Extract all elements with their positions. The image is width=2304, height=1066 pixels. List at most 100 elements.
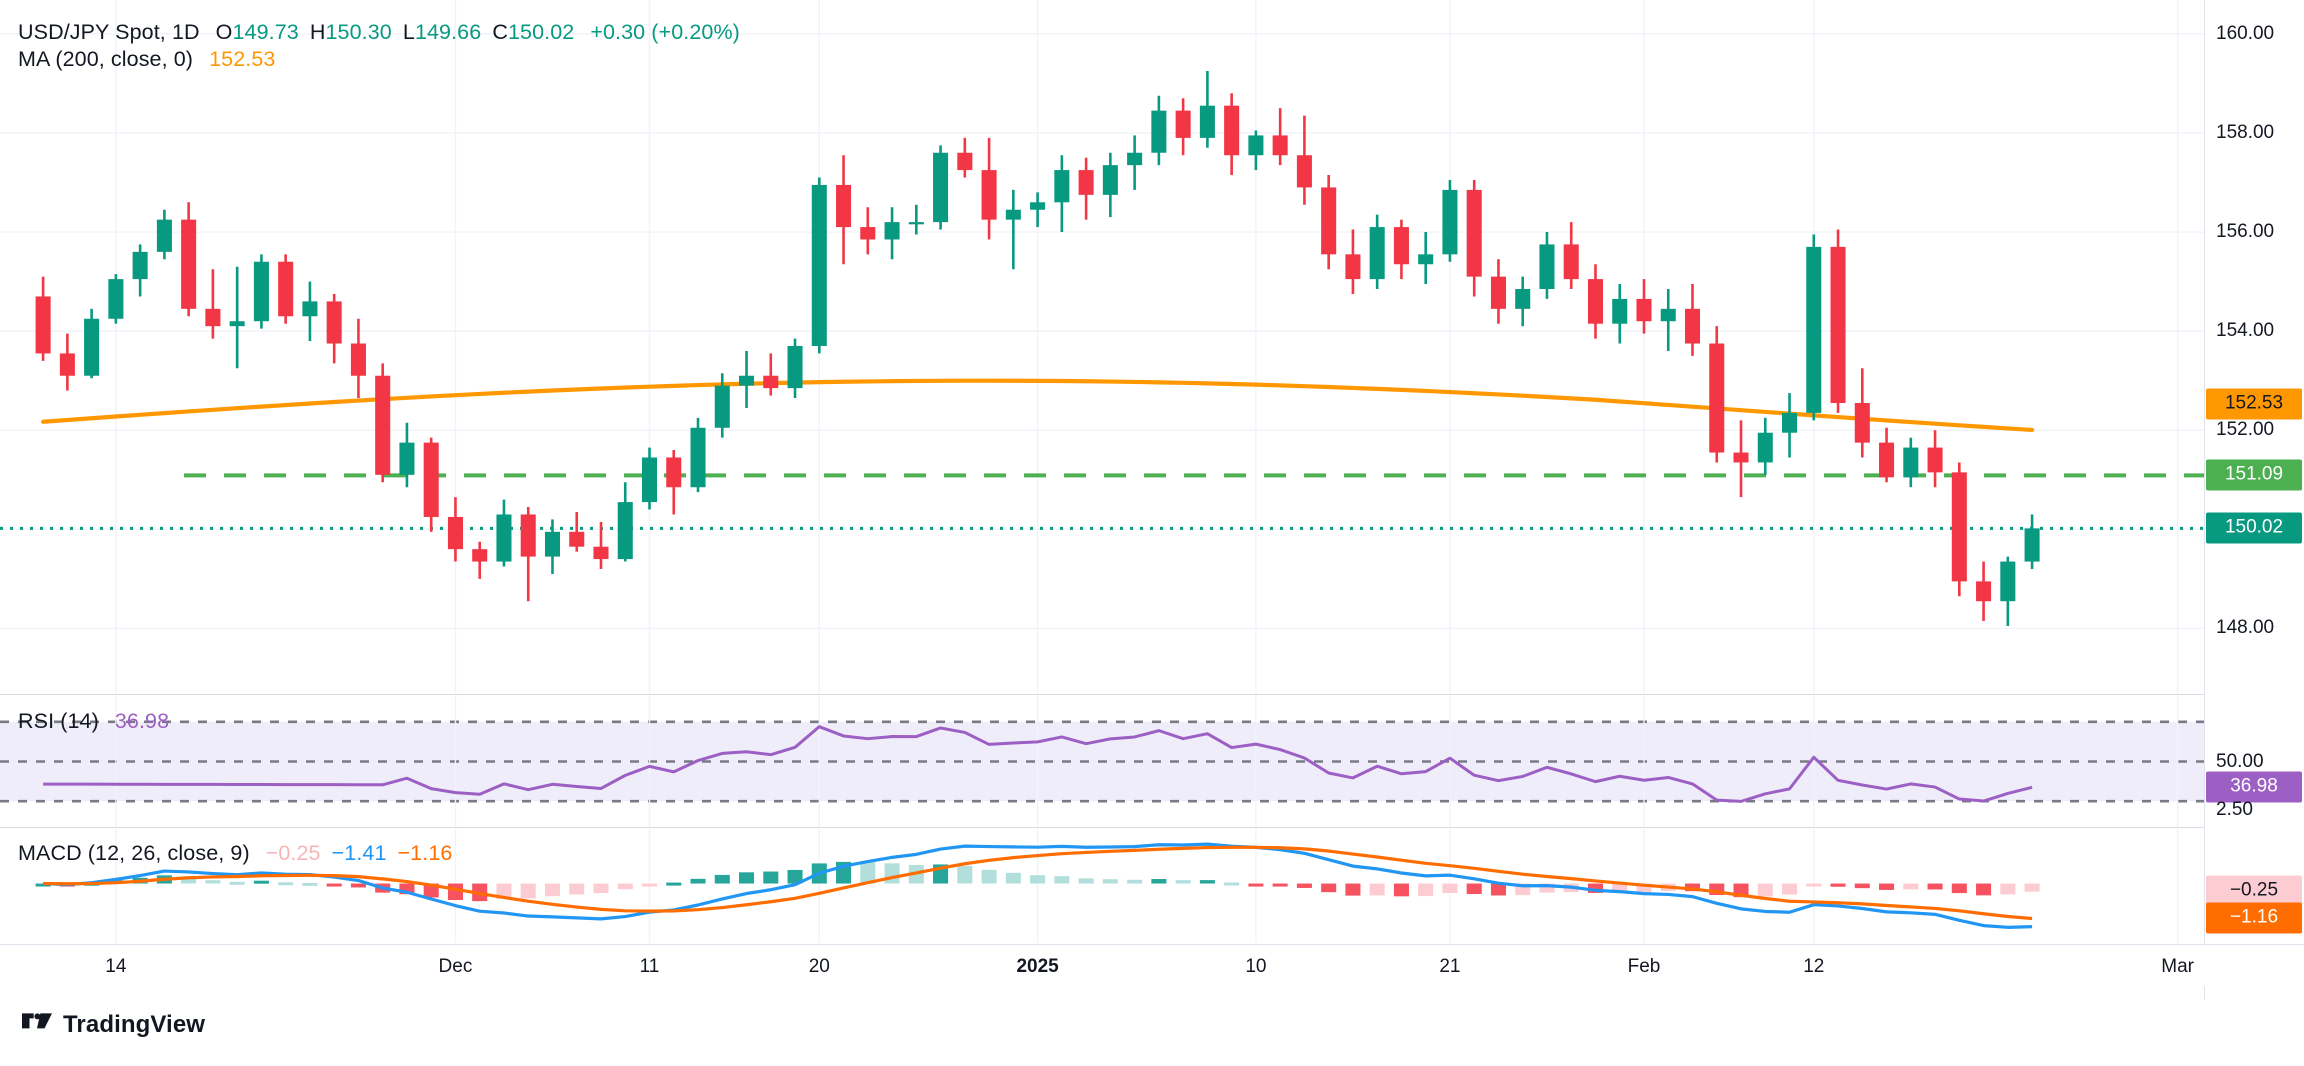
- candle-body: [787, 346, 803, 389]
- rsi-pane[interactable]: [0, 696, 2204, 827]
- candle-body: [1636, 298, 1652, 322]
- macd-signal-badge[interactable]: −1.16: [2206, 902, 2302, 934]
- macd-hist-bar: [253, 880, 269, 884]
- macd-hist-bar: [1854, 883, 1870, 889]
- macd-hist-bar: [544, 883, 560, 897]
- candle-body: [666, 457, 682, 488]
- candle-body: [205, 308, 221, 327]
- candle-body: [1442, 189, 1458, 255]
- candle-body: [375, 375, 391, 475]
- macd-hist-bar: [399, 883, 415, 895]
- ma-200-line: [41, 378, 2035, 433]
- macd-hist-bar: [860, 862, 876, 884]
- candle-body: [1078, 170, 1094, 195]
- candle-body: [1733, 452, 1749, 463]
- candle-body: [714, 385, 730, 428]
- macd-hist-bar: [2000, 883, 2016, 895]
- candle-body: [1127, 152, 1143, 166]
- candle-body: [1393, 227, 1409, 265]
- candle-body: [763, 375, 779, 389]
- time-axis-tick: Dec: [438, 956, 473, 977]
- candle-body: [1490, 276, 1506, 309]
- macd-hist-bar: [1903, 883, 1919, 890]
- candle-body: [690, 427, 706, 488]
- candle-body: [1030, 202, 1046, 210]
- macd-hist-bar: [496, 883, 512, 900]
- macd-hist-bar: [1636, 883, 1652, 892]
- macd-hist-bar: [1393, 883, 1409, 897]
- level-price-badge[interactable]: 151.09: [2206, 459, 2302, 491]
- macd-hist-bar: [1151, 879, 1167, 884]
- candle-body: [836, 184, 852, 228]
- candle-body: [1587, 279, 1603, 324]
- macd-hist-bar: [884, 863, 900, 884]
- macd-hist-bar: [1345, 883, 1361, 896]
- macd-hist-bar: [1951, 883, 1967, 894]
- last-price-badge[interactable]: 150.02: [2206, 512, 2302, 544]
- candle-body: [1927, 447, 1943, 473]
- candle-body: [1612, 298, 1628, 324]
- macd-hist-bar: [1321, 883, 1337, 893]
- macd-hist-bar: [1830, 883, 1846, 887]
- price-plot: [0, 0, 2204, 694]
- macd-hist-bar: [302, 882, 318, 886]
- macd-pane[interactable]: [0, 829, 2204, 943]
- macd-hist-bar: [1587, 883, 1603, 893]
- time-axis-tick: 14: [105, 956, 127, 977]
- candle-body: [1976, 581, 1992, 602]
- macd-hist-bar: [1879, 883, 1895, 890]
- macd-hist-bar: [1515, 883, 1531, 896]
- candle-body: [302, 301, 318, 317]
- candle-body: [569, 531, 585, 547]
- candle-body: [1830, 246, 1846, 403]
- macd-hist-bar: [981, 869, 997, 884]
- macd-hist-bar: [1078, 878, 1094, 884]
- candle-body: [1418, 254, 1434, 265]
- pane-divider-2: [0, 827, 2304, 828]
- candle-body: [1563, 244, 1579, 280]
- price-scale[interactable]: 160.00 158.00 156.00 154.00 152.00 148.00 152.…: [2204, 0, 2304, 1000]
- macd-hist-bar: [1709, 883, 1725, 896]
- macd-hist-bar: [1806, 883, 1822, 887]
- candle-body: [1782, 412, 1798, 433]
- macd-hist-bar: [1976, 883, 1992, 896]
- candle-body: [59, 353, 75, 376]
- candle-body: [1272, 135, 1288, 156]
- macd-hist-bar: [1539, 883, 1555, 893]
- macd-hist-badge[interactable]: −0.25: [2206, 875, 2302, 907]
- rsi-value-badge[interactable]: 36.98: [2206, 771, 2302, 803]
- rsi-line: [43, 725, 2033, 803]
- macd-line: [43, 842, 2033, 929]
- macd-hist-bar: [1175, 880, 1191, 884]
- candle-body: [1903, 447, 1919, 478]
- macd-hist-bar: [1442, 883, 1458, 893]
- time-scale[interactable]: 14 Dec 11 20 2025 10 21 Feb 12 Mar: [0, 944, 2304, 986]
- tradingview-logo[interactable]: TradingView: [22, 1011, 205, 1039]
- price-axis-tick: 148.00: [2216, 617, 2275, 639]
- candle-body: [278, 261, 294, 317]
- price-axis-tick: 160.00: [2216, 22, 2275, 44]
- candle-body: [181, 219, 197, 309]
- candle-body: [1879, 442, 1895, 478]
- rsi-plot: [0, 696, 2204, 827]
- ma-price-badge[interactable]: 152.53: [2206, 388, 2302, 420]
- candle-body: [1539, 244, 1555, 290]
- candle-body: [326, 301, 342, 344]
- candle-body: [1296, 155, 1312, 188]
- macd-hist-bar: [1757, 883, 1773, 897]
- candle-body: [84, 318, 100, 376]
- price-pane[interactable]: [0, 0, 2204, 694]
- macd-hist-bar: [1224, 882, 1240, 886]
- candle-body: [1005, 209, 1021, 220]
- candle-body: [593, 546, 609, 560]
- candle-body: [423, 442, 439, 517]
- macd-hist-bar: [2024, 883, 2040, 892]
- macd-hist-bar: [1005, 872, 1021, 884]
- macd-hist-bar: [205, 880, 221, 884]
- time-axis-tick: 2025: [1016, 956, 1059, 977]
- tradingview-mark-icon: [22, 1013, 52, 1029]
- candle-body: [617, 502, 633, 560]
- candle-body: [933, 152, 949, 223]
- price-axis-tick: 156.00: [2216, 221, 2275, 243]
